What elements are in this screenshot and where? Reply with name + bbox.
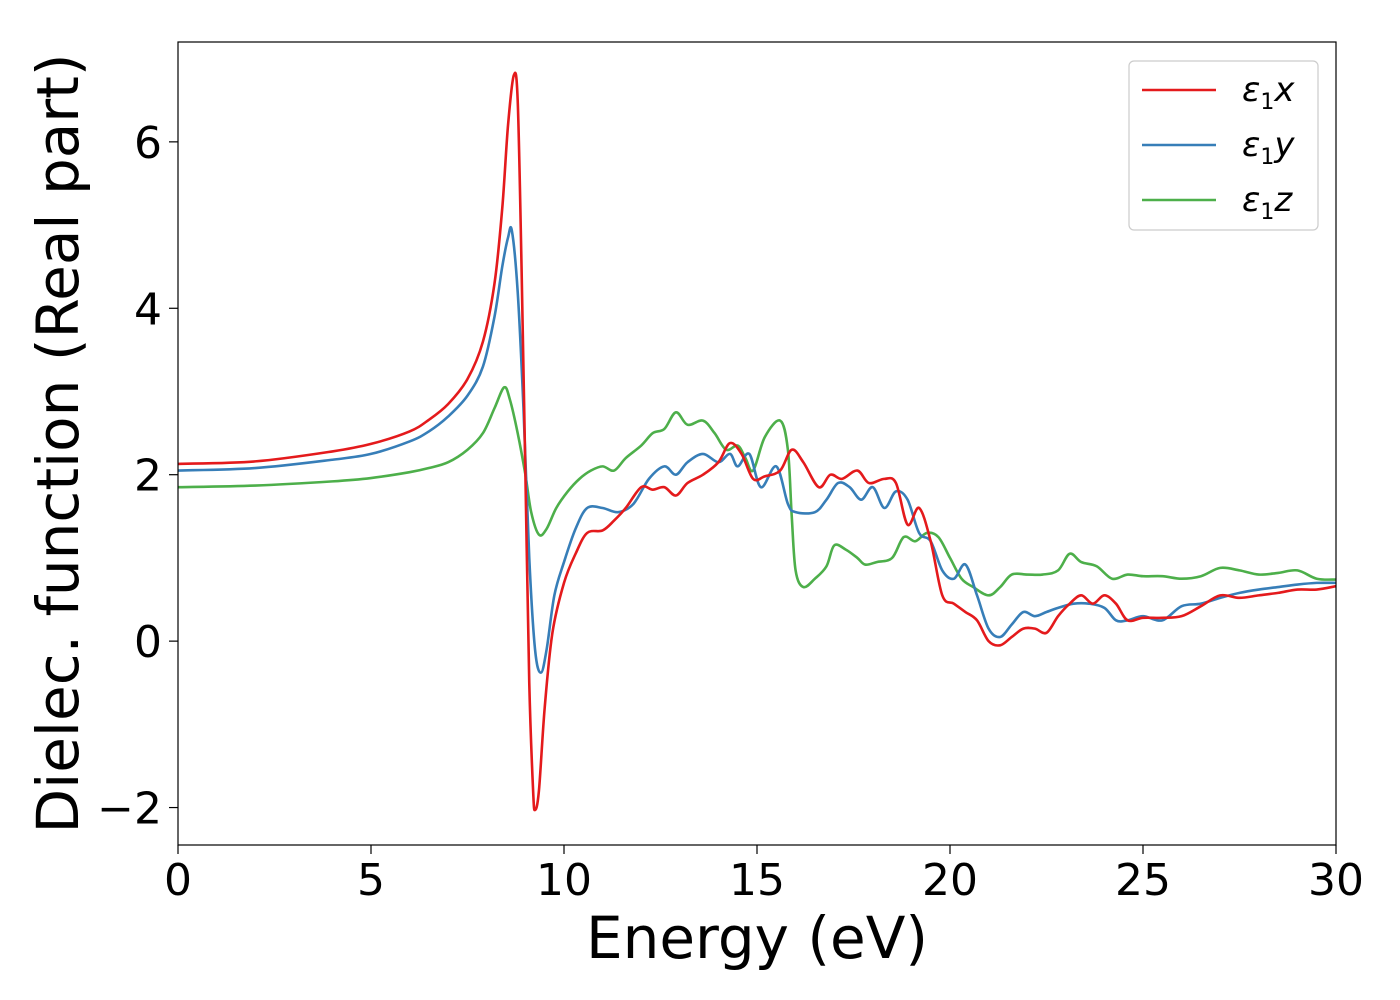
y-tick-label: −2 <box>97 784 162 835</box>
legend-component: z <box>1273 180 1293 220</box>
x-tick-label: 10 <box>536 855 592 906</box>
legend-label-x: ε1x <box>1242 70 1295 115</box>
y-axis-title: Dielec. function (Real part) <box>24 53 92 833</box>
x-axis-ticks: 0 5 10 15 20 25 30 <box>164 845 1364 906</box>
legend-label-y: ε1y <box>1242 125 1295 170</box>
legend-component: y <box>1273 125 1295 165</box>
legend-symbol: ε <box>1242 125 1260 165</box>
legend-subscript: 1 <box>1260 90 1274 115</box>
legend-subscript: 1 <box>1260 200 1274 225</box>
x-tick-label: 30 <box>1308 855 1364 906</box>
legend-box <box>1128 60 1319 231</box>
legend-label-z: ε1z <box>1242 180 1293 225</box>
series-line-z <box>178 385 1336 597</box>
legend-symbol: ε <box>1242 70 1260 110</box>
x-tick-label: 5 <box>357 855 385 906</box>
series-line-y <box>178 225 1336 675</box>
x-tick-label: 25 <box>1115 855 1171 906</box>
y-axis-ticks: −2 0 2 4 6 <box>97 118 178 835</box>
legend-component: x <box>1273 70 1295 110</box>
x-tick-label: 20 <box>922 855 978 906</box>
y-tick-label: 4 <box>134 284 162 335</box>
x-tick-label: 0 <box>164 855 192 906</box>
plot-lines <box>178 71 1336 812</box>
series-line-x <box>178 71 1336 812</box>
y-tick-label: 6 <box>134 118 162 169</box>
x-tick-label: 15 <box>729 855 785 906</box>
y-tick-label: 2 <box>134 451 162 502</box>
x-axis-title: Energy (eV) <box>586 904 928 972</box>
legend-symbol: ε <box>1242 180 1260 220</box>
legend-subscript: 1 <box>1260 145 1274 170</box>
y-tick-label: 0 <box>134 617 162 668</box>
